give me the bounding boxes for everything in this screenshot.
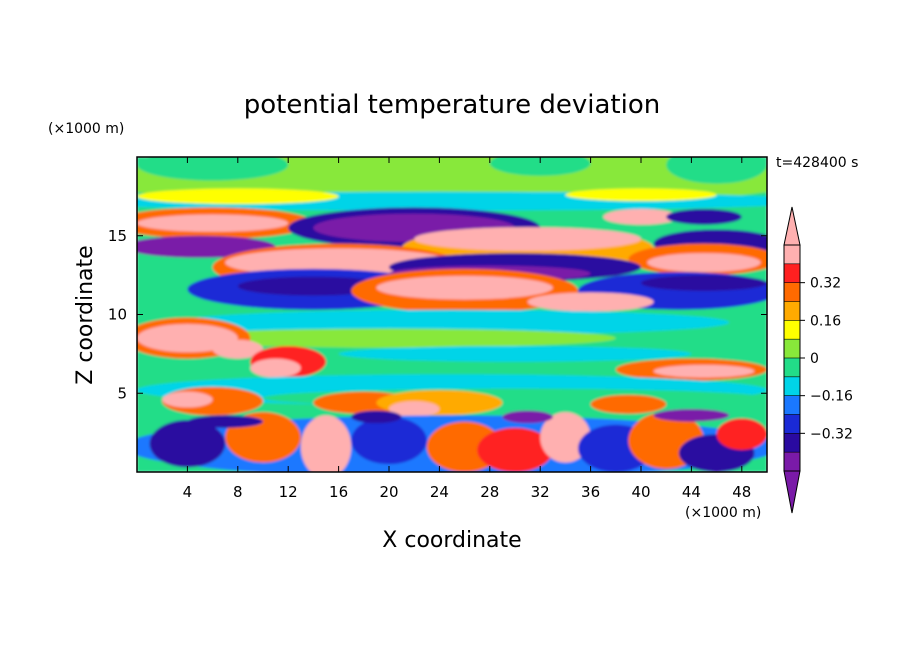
colorbar-segment xyxy=(784,245,800,264)
field-patch xyxy=(338,346,692,362)
colorbar-segment xyxy=(784,433,800,453)
field-patch xyxy=(565,188,717,202)
colorbar-segment xyxy=(784,414,800,434)
field-patch xyxy=(666,157,767,184)
field-patch xyxy=(187,415,263,428)
colorbar-tick-label: 0.32 xyxy=(810,276,841,292)
colorbar-tick-label: 0.16 xyxy=(810,313,841,329)
x-tick-label: 28 xyxy=(480,483,499,501)
y-axis-ticks: 5 10 15 xyxy=(108,227,767,402)
colorbar-segment xyxy=(784,452,800,471)
y-tick-label: 5 xyxy=(117,384,127,402)
contour-plot-area xyxy=(137,157,767,472)
field-patch xyxy=(137,157,289,181)
x-tick-label: 16 xyxy=(329,483,348,501)
x-tick-label: 32 xyxy=(531,483,550,501)
field-patch xyxy=(137,323,238,353)
field-patch xyxy=(162,328,616,348)
field-patch xyxy=(351,410,402,424)
x-tick-label: 44 xyxy=(682,483,701,501)
field-patch xyxy=(389,401,440,417)
x-tick-label: 48 xyxy=(732,483,751,501)
y-axis-title: Z coordinate xyxy=(73,245,98,384)
colorbar: 0.32 0.16 0 −0.16 −0.32 xyxy=(783,206,853,514)
field-patch xyxy=(716,418,767,450)
field-patch xyxy=(653,364,755,378)
field-patch xyxy=(641,275,767,291)
x-tick-label: 12 xyxy=(279,483,298,501)
x-tick-label: 4 xyxy=(183,483,193,501)
colorbar-segment xyxy=(784,395,800,415)
field-patch xyxy=(603,208,679,225)
x-tick-label: 8 xyxy=(233,483,243,501)
colorbar-segment xyxy=(784,320,800,340)
colorbar-extend-bottom xyxy=(783,470,801,514)
field-patch xyxy=(527,292,654,312)
x-axis-ticks: 4 8 12 16 20 24 28 32 36 40 44 48 xyxy=(183,157,751,501)
colorbar-segment xyxy=(784,339,800,358)
field-patch xyxy=(250,358,301,378)
field-patch xyxy=(647,253,761,272)
x-unit-label: (×1000 m) xyxy=(685,505,761,521)
field-patch xyxy=(414,227,641,251)
x-tick-label: 24 xyxy=(430,483,449,501)
time-label: t=428400 s xyxy=(776,155,858,171)
field-patch xyxy=(666,208,742,225)
colorbar-segment xyxy=(784,358,800,377)
colorbar-segment xyxy=(784,376,800,396)
field-patch xyxy=(137,188,339,205)
x-axis-title: X coordinate xyxy=(382,528,521,553)
colorbar-segment xyxy=(784,301,800,321)
x-tick-label: 20 xyxy=(379,483,398,501)
field-patch xyxy=(212,339,263,359)
y-tick-label: 10 xyxy=(108,306,127,324)
x-tick-label: 36 xyxy=(581,483,600,501)
field-patch xyxy=(174,309,730,335)
y-tick-label: 15 xyxy=(108,227,127,245)
field-patch xyxy=(149,420,226,468)
field-patch xyxy=(351,416,427,465)
field-patch xyxy=(540,412,591,463)
colorbar-tick-label: −0.32 xyxy=(810,426,853,442)
field-patch xyxy=(376,275,553,300)
field-patch xyxy=(137,214,289,232)
field-patch xyxy=(653,409,730,422)
colorbar-extend-top xyxy=(783,206,801,246)
field-patch xyxy=(300,415,352,472)
field-patch xyxy=(137,235,276,258)
colorbar-segment xyxy=(784,263,800,283)
temperature-field xyxy=(137,157,767,472)
field-patch xyxy=(502,410,553,424)
colorbar-segment xyxy=(784,282,800,302)
colorbar-tick-label: −0.16 xyxy=(810,389,853,405)
x-tick-label: 40 xyxy=(631,483,650,501)
field-patch xyxy=(162,391,213,408)
chart-title: potential temperature deviation xyxy=(244,90,660,120)
field-patch xyxy=(590,394,667,414)
y-unit-label: (×1000 m) xyxy=(48,121,124,137)
field-patch xyxy=(489,157,591,176)
colorbar-tick-label: 0 xyxy=(810,351,819,367)
field-patch xyxy=(477,427,553,472)
